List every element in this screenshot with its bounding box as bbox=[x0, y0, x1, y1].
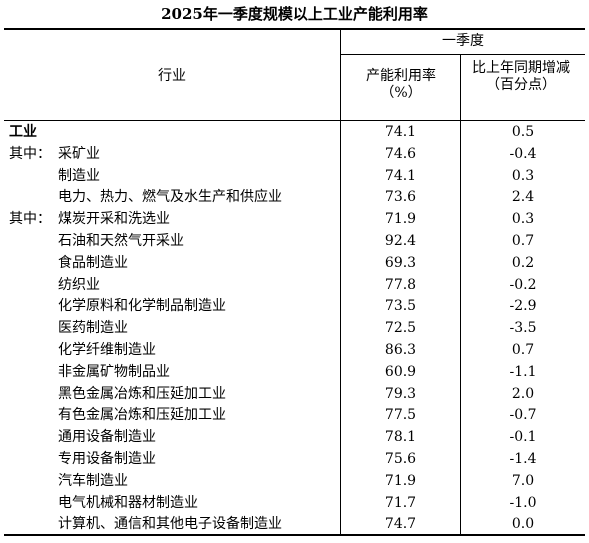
row-industry-name: 石油和天然气开采业 bbox=[58, 233, 184, 249]
row-industry-name: 有色金属冶炼和压延加工业 bbox=[58, 407, 226, 424]
row-utilization-value: 71.9 bbox=[384, 472, 417, 489]
row-industry-name: 汽车制造业 bbox=[58, 472, 128, 489]
row-change-value: -0.4 bbox=[509, 145, 537, 162]
table-row: 其中： 煤炭开采和洗选业 71.9 0.3 bbox=[0, 209, 589, 231]
row-change-value: 0.5 bbox=[511, 124, 535, 140]
row-change-value: 2.4 bbox=[511, 189, 535, 206]
row-change-value: 0.2 bbox=[511, 254, 535, 271]
table-row: 化学纤维制造业 86.3 0.7 bbox=[0, 340, 589, 362]
row-industry-name: 电力、热力、燃气及水生产和供应业 bbox=[58, 189, 282, 206]
row-industry-name: 食品制造业 bbox=[58, 254, 128, 271]
row-utilization-value: 69.3 bbox=[384, 254, 417, 271]
row-prefix: 其中： bbox=[9, 211, 51, 228]
row-industry-name: 工业 bbox=[9, 124, 37, 140]
header-bottom-rule bbox=[4, 120, 585, 121]
table-row: 石油和天然气开采业 92.4 0.7 bbox=[0, 231, 589, 253]
table-row: 医药制造业 72.5 -3.5 bbox=[0, 318, 589, 340]
row-utilization-value: 71.9 bbox=[384, 211, 417, 228]
table-row: 电气机械和器材制造业 71.7 -1.0 bbox=[0, 493, 589, 515]
row-change-value: 0.3 bbox=[511, 211, 535, 228]
row-change-value: -1.0 bbox=[509, 494, 537, 511]
row-change-value: 0.3 bbox=[511, 167, 535, 184]
header-period: 一季度 bbox=[442, 33, 484, 49]
row-change-value: -1.4 bbox=[509, 451, 537, 467]
row-industry-name: 专用设备制造业 bbox=[58, 451, 156, 467]
table-row: 化学原料和化学制品制造业 73.5 -2.9 bbox=[0, 296, 589, 318]
row-utilization-value: 74.6 bbox=[384, 145, 417, 162]
row-utilization-value: 78.1 bbox=[384, 429, 417, 446]
table-row: 计算机、通信和其他电子设备制造业 74.7 0.0 bbox=[0, 514, 589, 536]
period-header-rule bbox=[341, 54, 585, 55]
row-change-value: 0.0 bbox=[511, 516, 535, 533]
column-divider-1 bbox=[340, 30, 341, 534]
row-change-value: -3.5 bbox=[509, 320, 537, 337]
table-row: 纺织业 77.8 -0.2 bbox=[0, 275, 589, 297]
column-divider-2 bbox=[460, 55, 461, 534]
table-top-rule bbox=[4, 28, 585, 30]
table-row: 非金属矿物制品业 60.9 -1.1 bbox=[0, 362, 589, 384]
row-utilization-value: 72.5 bbox=[384, 320, 417, 337]
header-change: 比上年同期增减（百分点） bbox=[472, 60, 570, 93]
table-bottom-rule bbox=[4, 534, 585, 536]
row-industry-name: 非金属矿物制品业 bbox=[58, 363, 170, 380]
row-utilization-value: 74.1 bbox=[384, 167, 417, 184]
row-utilization-value: 77.5 bbox=[384, 407, 417, 424]
row-industry-name: 制造业 bbox=[58, 167, 100, 184]
row-change-value: -1.1 bbox=[509, 363, 537, 380]
table-row: 通用设备制造业 78.1 -0.1 bbox=[0, 427, 589, 449]
table-row: 食品制造业 69.3 0.2 bbox=[0, 253, 589, 275]
row-prefix: 其中： bbox=[9, 145, 51, 162]
row-change-value: 0.7 bbox=[511, 233, 535, 249]
row-industry-name: 通用设备制造业 bbox=[58, 429, 156, 446]
row-industry-name: 医药制造业 bbox=[58, 320, 128, 337]
row-industry-name: 纺织业 bbox=[58, 276, 100, 293]
row-utilization-value: 71.7 bbox=[384, 494, 417, 511]
row-utilization-value: 77.8 bbox=[384, 276, 417, 293]
row-industry-name: 计算机、通信和其他电子设备制造业 bbox=[58, 516, 282, 533]
row-industry-name: 煤炭开采和洗选业 bbox=[58, 211, 170, 228]
row-industry-name: 电气机械和器材制造业 bbox=[58, 494, 198, 511]
table-row: 其中： 采矿业 74.6 -0.4 bbox=[0, 144, 589, 166]
table-row: 工业 74.1 0.5 bbox=[0, 122, 589, 144]
row-utilization-value: 60.9 bbox=[384, 363, 417, 380]
row-change-value: 7.0 bbox=[511, 472, 535, 489]
row-utilization-value: 73.5 bbox=[384, 298, 417, 315]
table-row: 汽车制造业 71.9 7.0 bbox=[0, 471, 589, 493]
row-change-value: -0.2 bbox=[509, 276, 537, 293]
row-change-value: 2.0 bbox=[511, 385, 535, 402]
row-utilization-value: 92.4 bbox=[384, 233, 417, 249]
row-change-value: 0.7 bbox=[511, 342, 535, 358]
row-change-value: -0.7 bbox=[509, 407, 537, 424]
header-industry: 行业 bbox=[158, 68, 186, 84]
row-utilization-value: 73.6 bbox=[384, 189, 417, 206]
header-utilization: 产能利用率（%） bbox=[366, 68, 436, 101]
table-row: 有色金属冶炼和压延加工业 77.5 -0.7 bbox=[0, 405, 589, 427]
row-utilization-value: 75.6 bbox=[384, 451, 417, 467]
table-row: 制造业 74.1 0.3 bbox=[0, 166, 589, 188]
row-industry-name: 化学原料和化学制品制造业 bbox=[58, 298, 226, 315]
row-utilization-value: 74.1 bbox=[384, 124, 417, 140]
row-utilization-value: 86.3 bbox=[384, 342, 417, 358]
row-utilization-value: 79.3 bbox=[384, 385, 417, 402]
row-industry-name: 采矿业 bbox=[58, 145, 100, 162]
row-change-value: -2.9 bbox=[509, 298, 537, 315]
table-row: 电力、热力、燃气及水生产和供应业 73.6 2.4 bbox=[0, 187, 589, 209]
table-title: 2025年一季度规模以上工业产能利用率 bbox=[161, 5, 428, 23]
row-utilization-value: 74.7 bbox=[384, 516, 417, 533]
table-row: 专用设备制造业 75.6 -1.4 bbox=[0, 449, 589, 471]
row-industry-name: 黑色金属冶炼和压延加工业 bbox=[58, 385, 226, 402]
row-industry-name: 化学纤维制造业 bbox=[58, 342, 156, 358]
table-row: 黑色金属冶炼和压延加工业 79.3 2.0 bbox=[0, 384, 589, 406]
row-change-value: -0.1 bbox=[509, 429, 537, 446]
